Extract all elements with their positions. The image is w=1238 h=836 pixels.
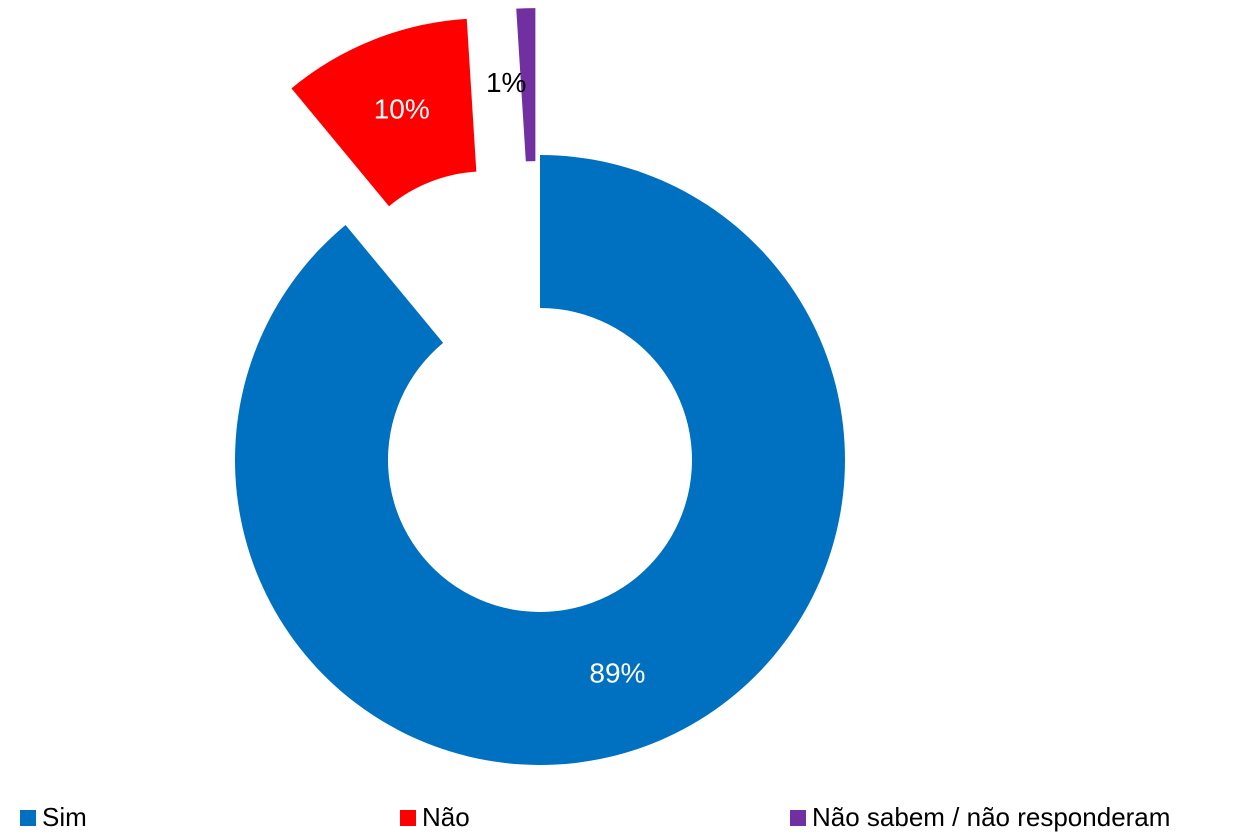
data-label: 89% (589, 657, 645, 688)
data-label: 1% (486, 67, 526, 98)
data-label: 10% (374, 93, 430, 124)
slice (235, 155, 846, 765)
slice (291, 18, 477, 207)
legend-label: Não (422, 802, 470, 832)
legend-label: Sim (42, 802, 87, 832)
legend-swatch (20, 810, 36, 826)
legend-swatch (400, 810, 416, 826)
slice (516, 8, 536, 162)
legend-label: Não sabem / não responderam (812, 802, 1170, 832)
legend-swatch (790, 810, 806, 826)
